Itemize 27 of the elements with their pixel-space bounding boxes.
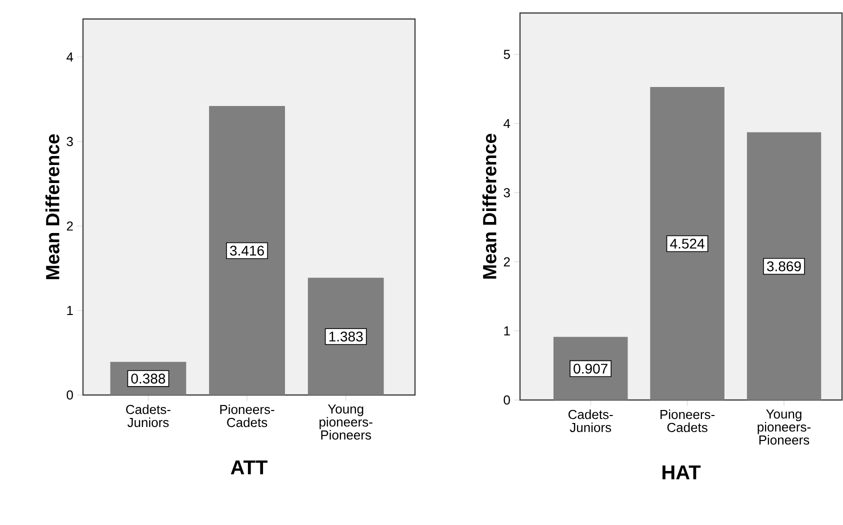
- data-label: 0.388: [131, 374, 166, 384]
- data-label: 3.869: [767, 261, 801, 272]
- y-axis-title: Mean Difference: [482, 134, 496, 279]
- y-tick-label: 5: [504, 50, 510, 59]
- data-label: 4.524: [670, 238, 704, 249]
- x-tick-label: Cadets-Juniors: [126, 404, 170, 428]
- data-label: 3.416: [230, 246, 264, 256]
- y-tick-label: 0: [504, 395, 510, 405]
- y-tick-label: 2: [66, 221, 73, 231]
- y-tick-label: 2: [504, 257, 510, 266]
- x-tick-label: Young pioneers-Pioneers: [320, 404, 372, 440]
- y-tick-label: 1: [67, 306, 73, 315]
- x-tick-label: Pioneers-Cadets: [660, 410, 715, 432]
- x-tick-label: Cadets-Juniors: [568, 410, 613, 432]
- y-tick-label: 1: [504, 326, 510, 336]
- x-tick-label: Young pioneers-Pioneers: [758, 410, 810, 445]
- data-label: 1.383: [329, 332, 363, 342]
- y-tick-label: 3: [66, 136, 73, 146]
- x-axis-title: HAT: [662, 465, 701, 480]
- x-tick-label: Pioneers-Cadets: [220, 404, 274, 428]
- data-label: 0.907: [574, 364, 608, 374]
- y-tick-label: 4: [504, 119, 510, 128]
- x-axis-title: ATT: [230, 460, 268, 474]
- y-tick-label: 3: [504, 188, 510, 198]
- y-axis-title: Mean Difference: [45, 134, 60, 280]
- y-tick-label: 0: [66, 390, 73, 400]
- y-tick-label: 4: [66, 52, 74, 62]
